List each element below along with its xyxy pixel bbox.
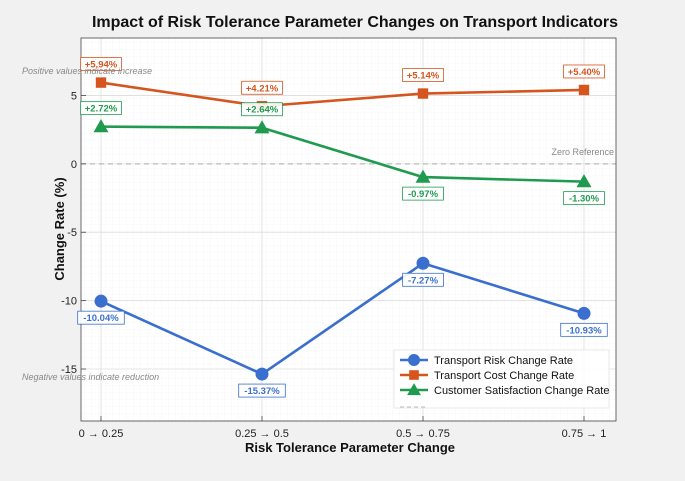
axis-layer: 5 0 -5 -10 -15 0 → 0.25 0.25 → 0.5 0.5 → 0.75 0.… [61,90,606,440]
data-point [95,77,107,88]
data-label: +5.40% [568,67,601,78]
x-tick-label: 0.75 → 1 [562,428,607,440]
data-label-layer: -10.04% -15.37% -7.27% -10.93% +5.94% +4.21% +… [77,57,608,398]
data-label-box [402,272,444,287]
chart-title: Impact of Risk Tolerance Parameter Chang… [92,14,618,31]
data-point [93,119,109,133]
legend-swatch-marker [409,370,419,380]
data-point [416,256,430,270]
x-tick-label: 0 → 0.25 [79,428,124,440]
data-label: -7.27% [408,275,439,286]
data-label: -0.97% [408,189,439,200]
data-label-box [241,102,283,117]
series-line [100,125,585,183]
data-point [417,88,429,99]
data-label: +2.72% [85,104,118,115]
y-tick-label: -10 [61,296,77,308]
y-tick-label: -5 [67,227,77,239]
negative-annotation: Negative values indicate reduction [22,372,159,382]
series-line [100,261,585,376]
y-axis-label: Change Rate (%) [52,177,67,280]
data-label-box [560,322,608,337]
data-label: -1.30% [569,194,600,205]
data-label-box [77,310,125,325]
data-label-box [80,101,122,116]
data-point [578,84,590,96]
data-point [415,169,431,183]
data-point [94,294,108,308]
data-label-box [563,191,605,206]
legend-entry: Transport Risk Change Rate [434,355,573,367]
data-label-box [238,383,286,398]
data-label: +2.64% [246,105,279,116]
data-label-box [563,64,605,79]
data-label: -15.37% [244,386,280,397]
legend-swatch-marker [407,383,421,396]
data-label: -10.93% [566,325,602,336]
y-tick-label: 0 [71,159,77,171]
positive-annotation: Positive values indicate increase [22,66,152,76]
x-tick-label: 0.5 → 0.75 [396,428,450,440]
y-tick-label: 5 [71,90,77,102]
data-label-box [80,57,122,71]
series-layer [93,77,592,381]
zero-reference-label: Zero Reference [551,147,614,157]
series-line [100,81,585,108]
plot-frame [80,37,617,422]
data-label: +5.14% [407,71,440,82]
data-point [254,120,270,134]
legend-box [393,349,610,409]
data-label-box [241,80,283,95]
legend: Transport Risk Change Rate Transport Cost… [393,349,610,409]
data-label: +4.21% [246,83,279,94]
y-tick-label: -15 [61,364,77,376]
x-tick-label: 0.25 → 0.5 [235,428,289,440]
data-point [255,367,269,381]
data-label: +5.94% [85,60,118,71]
legend-swatch-marker [408,354,420,366]
x-axis-label: Risk Tolerance Parameter Change [245,440,455,455]
data-label-box [402,68,444,82]
data-label: -10.04% [83,313,119,324]
data-point [577,306,591,320]
data-point [576,174,592,188]
data-label-box [402,186,444,201]
legend-entry: Transport Cost Change Rate [434,370,574,382]
legend-entry: Customer Satisfaction Change Rate [434,385,609,397]
